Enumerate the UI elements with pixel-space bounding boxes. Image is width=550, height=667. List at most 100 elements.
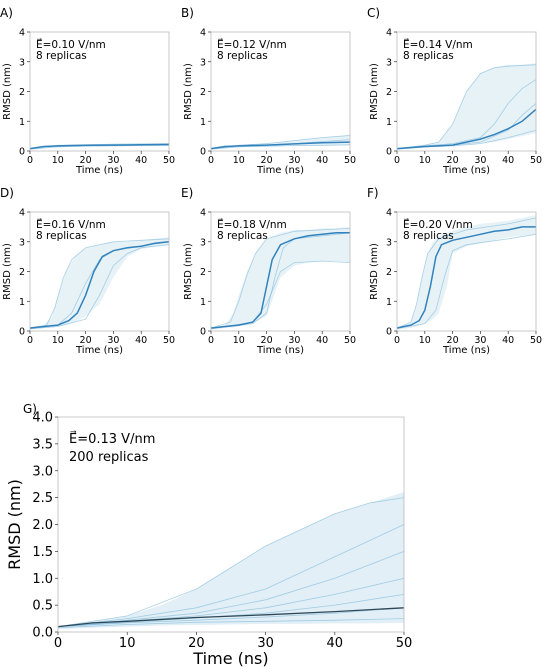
x-tick-label: 40 [135,155,147,166]
y-tick-label: 1 [200,297,206,308]
y-tick-label: 0 [200,147,206,158]
y-tick-label: 0 [19,147,25,158]
x-tick-label: 10 [233,155,245,166]
y-tick-label: 3 [200,57,206,68]
panel-g: G) 0 10 20 30 40 50 0.0 0.5 1.0 1.5 2.0 2.5 3.0 3.5 4.0… [5,402,412,667]
x-tick-label: 50 [163,335,175,346]
y-tick-label: 1 [19,297,25,308]
y-tick-label: 1.5 [32,545,53,560]
x-axis-label: Time (ns) [75,345,123,356]
x-tick-label: 30 [107,335,119,346]
y-tick-label: 2 [200,87,206,98]
x-tick-label: 10 [52,335,64,346]
field-annotation: E⃗=0.14 V/nm [403,38,473,51]
y-tick-label: 0 [19,327,25,338]
x-tick-label: 40 [135,335,147,346]
x-axis-label: Time (ns) [256,165,304,176]
x-tick-label: 30 [107,155,119,166]
x-tick-label: 30 [257,636,274,651]
x-axis-label: Time (ns) [442,165,490,176]
x-tick-label: 20 [80,155,92,166]
replicas-annotation: 200 replicas [69,450,149,465]
spread-band [211,226,350,330]
y-tick-label: 4 [386,208,392,219]
replicas-annotation: 8 replicas [403,230,454,242]
y-tick-label: 0 [386,147,392,158]
x-axis-label: Time (ns) [442,345,490,356]
x-tick-label: 40 [327,636,344,651]
replica-line [57,497,405,627]
field-annotation: E⃗=0.18 V/nm [217,218,287,231]
panel-label: F) [367,186,379,200]
y-axis-label: RMSD (nm) [2,63,13,120]
x-tick-label: 20 [261,155,273,166]
y-tick-label: 4 [19,208,25,219]
y-tick-label: 1 [386,117,392,128]
x-axis-label: Time (ns) [75,165,123,176]
mean-line [29,241,170,329]
replica-line [29,244,170,330]
panel-label: D) [0,186,14,200]
x-tick-label: 50 [530,335,542,346]
y-tick-label: 3 [386,237,392,248]
replica-line [210,144,351,150]
spread-band [58,492,404,630]
y-tick-label: 0.0 [32,626,53,641]
x-tick-label: 10 [419,155,431,166]
replicas-annotation: 8 replicas [36,230,87,242]
y-tick-label: 1 [19,117,25,128]
replicas-annotation: 8 replicas [403,50,454,62]
field-annotation: E⃗=0.10 V/nm [36,38,106,51]
mean-line [396,108,537,150]
y-tick-label: 1.0 [32,572,53,587]
panel-c: C) 0 10 20 30 40 50 0 1 2 3 4 Time (ns) RMSD (nm) E⃗=0… [367,6,542,176]
x-tick-label: 10 [52,155,64,166]
y-tick-label: 4 [19,28,25,39]
y-tick-label: 2.5 [32,491,53,506]
x-tick-label: 0 [394,155,400,166]
x-tick-label: 0 [394,335,400,346]
panel-b: B) 0 10 20 30 40 50 0 1 2 3 4 Time (ns) RMSD (nm) E⃗=0… [181,6,356,176]
y-tick-label: 4 [386,28,392,39]
replica-line [210,232,351,330]
y-tick-label: 4 [200,208,206,219]
x-tick-label: 20 [188,636,205,651]
y-tick-label: 2 [19,267,25,278]
mean-line [396,226,536,329]
x-axis-label: Time (ns) [192,649,268,667]
x-tick-label: 0 [27,155,33,166]
panel-label: B) [181,6,194,20]
panel-d: D) 0 10 20 30 40 50 0 1 2 3 4 Time (ns) RMSD (nm) E⃗=0… [0,186,175,356]
mean-line [210,141,351,150]
spread-band [397,63,536,150]
x-tick-label: 10 [233,335,245,346]
x-tick-label: 50 [344,155,356,166]
y-tick-label: 3.5 [32,437,53,452]
x-tick-label: 10 [419,335,431,346]
y-tick-label: 4 [200,28,206,39]
y-tick-label: 0 [200,327,206,338]
field-annotation: E⃗=0.12 V/nm [217,38,287,51]
mean-line [57,607,405,628]
x-tick-label: 50 [163,155,175,166]
replica-line [210,228,351,329]
x-tick-label: 0 [208,335,214,346]
replica-line [396,217,537,329]
x-tick-label: 0 [27,335,33,346]
y-axis-label: RMSD (nm) [183,63,194,120]
x-tick-label: 50 [396,636,413,651]
replica-line [29,144,170,150]
spread-band [30,237,169,330]
y-tick-label: 2 [200,267,206,278]
panel-e: E) 0 10 20 30 40 50 0 1 2 3 4 Time (ns) RMSD (nm) E⃗=0… [181,186,356,356]
x-tick-label: 0 [54,636,62,651]
replica-line [57,618,405,629]
x-tick-label: 30 [474,335,486,346]
x-tick-label: 40 [316,155,328,166]
x-tick-label: 10 [119,636,136,651]
y-tick-label: 0.5 [32,599,53,614]
panel-label: E) [181,186,193,200]
mean-line [210,232,350,329]
x-tick-label: 20 [447,335,459,346]
